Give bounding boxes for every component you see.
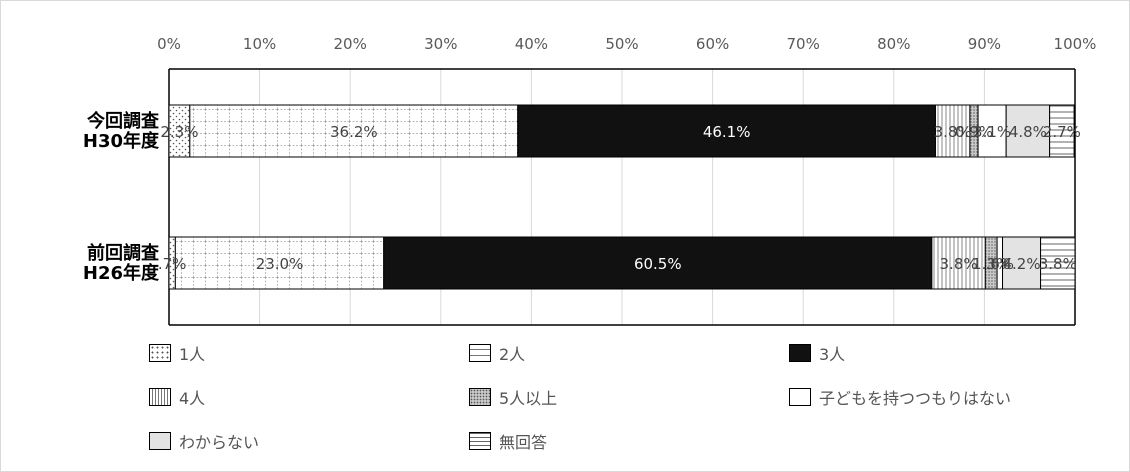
x-tick-label: 60% (696, 35, 729, 53)
data-label: 3.8% (1039, 255, 1077, 273)
legend-label: 3人 (819, 345, 846, 364)
data-label: 60.5% (634, 255, 682, 273)
legend-swatch (469, 388, 491, 406)
data-label: 46.1% (703, 123, 751, 141)
x-tick-label: 50% (605, 35, 638, 53)
legend-label: 5人以上 (499, 389, 558, 408)
legend-swatch (789, 388, 811, 406)
bar-segment (934, 104, 971, 158)
x-tick-label: 80% (877, 35, 910, 53)
x-tick-label: 40% (515, 35, 548, 53)
x-tick-label: 100% (1054, 35, 1097, 53)
x-tick-label: 90% (968, 35, 1001, 53)
bar-segment (931, 236, 986, 290)
legend-label: わからない (179, 433, 260, 452)
legend-label: 無回答 (499, 433, 548, 452)
legend-swatch (789, 344, 811, 362)
data-label: .7% (158, 255, 187, 273)
legend-item: 2人 (469, 341, 525, 365)
bar-segment (383, 236, 933, 290)
data-label: 4.2% (1002, 255, 1040, 273)
bar-segment (189, 104, 519, 158)
data-label: 23.0% (256, 255, 304, 273)
legend-label: 子どもを持つつもりはない (819, 389, 1012, 408)
bar-segment (1005, 104, 1051, 158)
bar-segment (1002, 236, 1042, 290)
data-label: 2.7% (1043, 123, 1081, 141)
legend-item: わからない (149, 429, 259, 453)
category-label: 前回調査 H26年度 (83, 242, 160, 284)
data-label: 3.8% (940, 255, 978, 273)
legend-item: 4人 (149, 385, 205, 409)
x-axis-ticks: 0% 10% 20% 30% 40% 50% 60% 70% 80% 90% 100% (157, 35, 1096, 53)
legend-label: 4人 (179, 389, 206, 408)
legend-label: 1人 (179, 345, 206, 364)
category-label: 今回調査 H30年度 (83, 110, 160, 152)
x-tick-label: 70% (787, 35, 820, 53)
legend-swatch (149, 432, 171, 450)
legend-swatch (469, 344, 491, 362)
legend-swatch (469, 432, 491, 450)
x-tick-label: 0% (157, 35, 181, 53)
legend-swatch (149, 388, 171, 406)
legend-item: 3人 (789, 341, 845, 365)
data-label: 1.3% (972, 255, 1010, 273)
legend-item: 1人 (149, 341, 205, 365)
bar-segment (1049, 104, 1075, 158)
data-label: 0.9% (955, 123, 993, 141)
x-tick-label: 20% (334, 35, 367, 53)
legend-label: 2人 (499, 345, 526, 364)
bar-segment (174, 236, 385, 290)
bars (168, 104, 1076, 290)
legend-item: 5人以上 (469, 385, 557, 409)
data-label: 3.8% (934, 123, 972, 141)
legend-item: 子どもを持つつもりはない (789, 385, 1011, 409)
x-tick-label: 30% (424, 35, 457, 53)
bar-segment (517, 104, 936, 158)
bar-segment (977, 104, 1007, 158)
bar-segment (1040, 236, 1076, 290)
x-tick-label: 10% (243, 35, 276, 53)
legend-item: 無回答 (469, 429, 547, 453)
data-label: 4.8% (1009, 123, 1047, 141)
data-label: 36.2% (330, 123, 378, 141)
legend-swatch (149, 344, 171, 362)
data-labels: 2.3% 36.2% 46.1% 3.8%0.9%3.1%4.8%2.7%.7% 23.… (158, 123, 1081, 273)
data-label: .6% (986, 255, 1015, 273)
data-label: 2.3% (160, 123, 198, 141)
data-label: 3.1% (973, 123, 1011, 141)
